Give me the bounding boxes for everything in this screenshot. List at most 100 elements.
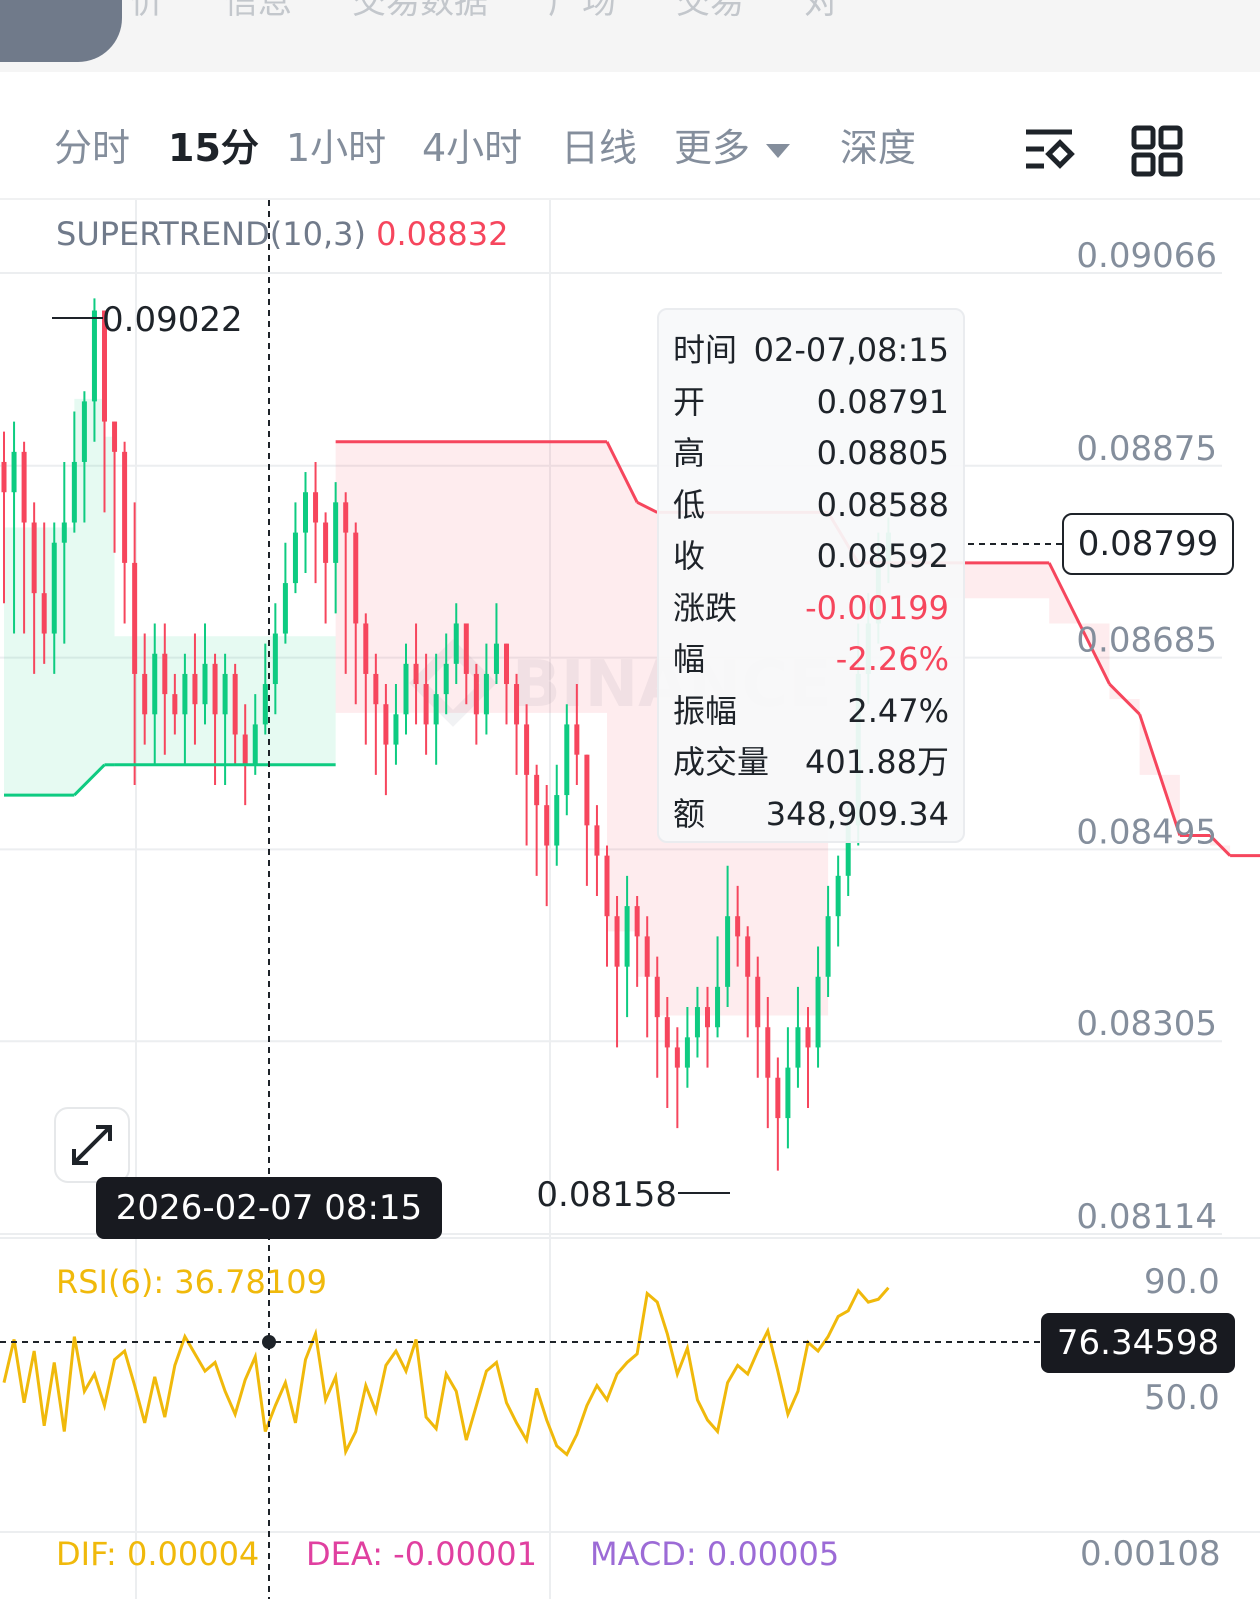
- supertrend-band: [637, 502, 658, 977]
- candle-body: [694, 1007, 700, 1038]
- candle-body: [393, 714, 399, 745]
- candle-body: [544, 805, 550, 846]
- rsi-pane: [2, 1286, 890, 1457]
- price-axis-label: 0.09066: [1076, 236, 1217, 276]
- candle-body: [353, 532, 359, 624]
- candle-body: [504, 643, 509, 685]
- candle-body: [473, 673, 479, 715]
- candle-body: [383, 704, 389, 745]
- tab-depth[interactable]: 深度: [840, 126, 917, 170]
- high-marker-label: 0.09022: [102, 300, 243, 340]
- candle-body: [785, 1067, 791, 1119]
- candle-body: [202, 663, 208, 705]
- candle-body: [534, 774, 540, 806]
- candle-body: [363, 623, 369, 674]
- tooltip-row: 额 348,909.34: [673, 788, 949, 840]
- candle-body: [152, 653, 158, 715]
- candle-body: [644, 936, 650, 977]
- tooltip-value: 0.08805: [816, 434, 949, 472]
- supertrend-band: [4, 527, 75, 796]
- candle-body: [313, 492, 319, 523]
- low-marker-label: 0.08158: [536, 1175, 677, 1215]
- top-header: 价 信息 交易数据 广场 交易 对: [0, 0, 1260, 72]
- supertrend-band: [607, 441, 638, 932]
- candle-body: [604, 855, 610, 917]
- tab-time-sharing[interactable]: 分时: [54, 126, 131, 170]
- top-tab-trade[interactable]: 交易: [676, 0, 744, 22]
- tab-more-label: 更多: [674, 126, 751, 170]
- candle-body: [192, 673, 198, 705]
- candle-body: [443, 663, 449, 695]
- grid-layout-icon[interactable]: [1130, 124, 1184, 178]
- tooltip-value: -0.00199: [805, 588, 949, 627]
- candle-body: [594, 825, 600, 856]
- supertrend-band: [74, 398, 105, 796]
- logo-tab[interactable]: [0, 0, 122, 62]
- tooltip-key: 开: [673, 382, 706, 421]
- macd-value: MACD: 0.00005: [590, 1535, 840, 1573]
- macd-dea: DEA: -0.00001: [306, 1535, 538, 1573]
- tooltip-value: 348,909.34: [765, 794, 949, 833]
- candle-body: [835, 875, 841, 917]
- top-tab-price[interactable]: 价: [130, 0, 164, 22]
- candle-body: [31, 522, 37, 594]
- top-tab-trading-data[interactable]: 交易数据: [352, 0, 488, 22]
- rsi-axis-90: 90.0: [1144, 1262, 1220, 1302]
- candle-body: [845, 825, 851, 876]
- tooltip-key: 幅: [673, 640, 706, 678]
- tooltip-value: 02-07,08:15: [753, 331, 949, 369]
- top-tab-info[interactable]: 信息: [224, 0, 292, 22]
- candle-body: [132, 562, 138, 674]
- tooltip-row: 振幅 2.47%: [673, 685, 949, 737]
- candle-body: [162, 653, 168, 695]
- candle-body: [574, 724, 580, 755]
- candle-body: [252, 724, 258, 765]
- ohlc-tooltip: 时间 02-07,08:15 开 0.08791 高 0.08805 低 0.08588 收 0.…: [657, 308, 965, 843]
- tab-15min[interactable]: 15分: [168, 126, 259, 170]
- supertrend-segment: [636, 500, 658, 514]
- candle-body: [112, 421, 118, 452]
- top-tab-square[interactable]: 广场: [548, 0, 616, 22]
- candle-body: [755, 976, 761, 1028]
- tooltip-row: 时间 02-07,08:15: [673, 324, 949, 376]
- price-axis-label: 0.08495: [1076, 812, 1217, 852]
- candle-body: [705, 1007, 710, 1028]
- supertrend-band: [104, 436, 115, 765]
- tab-daily[interactable]: 日线: [561, 126, 638, 170]
- last-price-tag[interactable]: 0.08799: [1062, 513, 1234, 575]
- crosshair-dot: [262, 1335, 276, 1349]
- supertrend-segment: [1047, 562, 1111, 685]
- chart-grid: [0, 200, 1260, 1599]
- tooltip-row: 低 0.08588: [673, 479, 949, 531]
- tooltip-key: 高: [673, 434, 706, 472]
- supertrend-line: [4, 440, 1260, 858]
- tooltip-value: 401.88万: [805, 743, 949, 781]
- tab-1hour[interactable]: 1小时: [286, 126, 387, 170]
- indicator-settings-icon[interactable]: [1022, 124, 1076, 178]
- candle-body: [483, 673, 489, 715]
- candle-body: [122, 451, 128, 563]
- candle-body: [715, 986, 721, 1028]
- crosshair-time-label: 2026-02-07 08:15: [96, 1177, 442, 1239]
- supertrend-legend: SUPERTREND(10,3) 0.08832: [56, 214, 508, 254]
- tooltip-row: 收 0.08592: [673, 530, 949, 582]
- candle-body: [654, 976, 660, 1018]
- candle-body: [775, 1077, 781, 1119]
- supertrend-value: 0.08832: [376, 215, 509, 253]
- toolbar-divider: [0, 198, 1260, 200]
- candle-body: [433, 694, 439, 725]
- candle-body: [745, 936, 751, 977]
- tooltip-value: -2.26%: [835, 640, 949, 678]
- candle-body: [453, 623, 459, 664]
- tab-more[interactable]: 更多: [674, 124, 791, 172]
- expand-button[interactable]: [54, 1107, 130, 1183]
- tab-4hour[interactable]: 4小时: [422, 126, 523, 170]
- candle-body: [584, 754, 590, 826]
- top-tab-pair[interactable]: 对: [804, 0, 838, 22]
- tooltip-value: 2.47%: [847, 691, 949, 730]
- candle-body: [765, 1027, 771, 1078]
- rsi-line: [2, 1286, 890, 1457]
- candle-body: [81, 401, 87, 462]
- price-axis: 0.09066 0.08875 0.08685 0.08495 0.08305 0.081…: [1076, 236, 1217, 1237]
